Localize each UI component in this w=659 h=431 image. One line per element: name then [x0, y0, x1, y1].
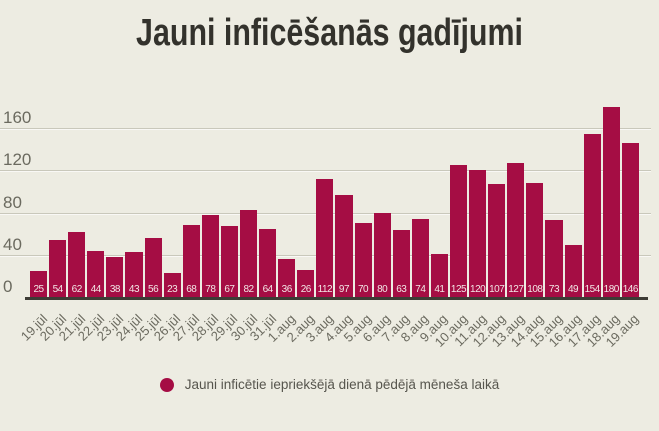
legend-dot-icon [159, 377, 174, 392]
y-tick-label-0: 0 [3, 277, 13, 296]
bar-30.jūl: 82 [239, 210, 258, 297]
bar-value-label: 70 [358, 284, 369, 295]
bar-14.aug: 108 [526, 182, 544, 297]
gridline-160 [0, 128, 651, 129]
bar-value-label: 73 [548, 283, 560, 295]
bar-value-label: 80 [377, 284, 388, 295]
y-tick-label-40: 40 [3, 234, 22, 254]
bar-value-label: 146 [622, 283, 639, 295]
bar-23.jūl: 38 [106, 256, 124, 297]
bar-16.aug: 49 [564, 245, 582, 297]
bar-20.jūl: 54 [49, 239, 67, 297]
bar-value-label: 120 [470, 284, 486, 295]
bar-13.aug: 127 [507, 162, 525, 297]
bar-22.jūl: 44 [87, 250, 105, 297]
bar-value-label: 107 [489, 283, 505, 295]
bar-value-label: 63 [396, 283, 407, 295]
bar-6.aug: 80 [373, 212, 391, 297]
bar-value-label: 64 [262, 283, 274, 295]
bar-value-label: 154 [584, 283, 601, 295]
bar-value-label: 44 [90, 283, 102, 295]
bar-5.aug: 70 [354, 223, 372, 297]
bar-value-label: 62 [71, 283, 83, 295]
bar-27.jūl: 68 [182, 225, 200, 297]
bar-2.aug: 26 [297, 269, 315, 297]
bar-28.jūl: 78 [201, 214, 219, 297]
bar-21.jūl: 62 [68, 231, 86, 297]
bar-value-label: 112 [317, 283, 333, 295]
bar-15.aug: 73 [545, 219, 563, 297]
bar-12.aug: 107 [488, 183, 506, 297]
y-tick-label-80: 80 [3, 192, 22, 212]
bar-18.aug: 180 [602, 106, 620, 297]
legend-label: Jauni inficētie iepriekšējā dienā pēdējā… [184, 377, 500, 392]
bar-value-label: 26 [300, 283, 312, 295]
bar-value-label: 36 [281, 283, 293, 295]
bar-9.aug: 41 [430, 253, 448, 297]
bar-value-label: 82 [243, 283, 254, 295]
bar-value-label: 97 [338, 283, 350, 295]
bar-1.aug: 36 [278, 258, 296, 297]
y-tick-label-160: 160 [3, 108, 32, 127]
bar-value-label: 25 [33, 284, 44, 295]
bar-value-label: 74 [415, 283, 426, 295]
legend: Jauni inficētie iepriekšējā dienā pēdējā… [0, 377, 659, 392]
bar-value-label: 23 [167, 283, 178, 295]
bar-19.aug: 146 [621, 142, 639, 297]
bar-value-label: 41 [434, 283, 445, 295]
gridline-120 [0, 170, 651, 172]
y-tick-label-120: 120 [3, 150, 32, 170]
bar-value-label: 56 [148, 283, 159, 295]
bar-25.jūl: 56 [144, 237, 162, 297]
bar-value-label: 127 [508, 283, 524, 295]
bar-10.aug: 125 [449, 164, 468, 297]
bar-29.jūl: 67 [220, 226, 238, 297]
bar-19.jūl: 25 [30, 270, 48, 297]
bar-value-label: 180 [603, 284, 620, 295]
bar-7.aug: 63 [392, 230, 410, 297]
bar-4.aug: 97 [335, 194, 353, 297]
bar-value-label: 108 [527, 283, 543, 295]
bar-24.jūl: 43 [125, 251, 143, 297]
bar-17.aug: 154 [583, 134, 601, 297]
bar-8.aug: 74 [411, 218, 429, 297]
bar-value-label: 125 [450, 284, 467, 295]
chart-title: Jauni inficēšanās gadījumi [136, 12, 523, 54]
bar-31.jūl: 64 [259, 229, 277, 297]
bar-value-label: 67 [224, 283, 235, 295]
bar-value-label: 68 [186, 283, 197, 295]
bar-value-label: 43 [128, 283, 140, 295]
x-axis-line [25, 297, 648, 300]
bar-value-label: 54 [52, 283, 64, 295]
bar-11.aug: 120 [469, 170, 487, 297]
bar-3.aug: 112 [316, 178, 334, 297]
bar-value-label: 49 [568, 283, 579, 295]
bar-value-label: 78 [205, 283, 216, 295]
bar-26.jūl: 23 [163, 272, 181, 297]
bar-value-label: 38 [109, 283, 121, 295]
